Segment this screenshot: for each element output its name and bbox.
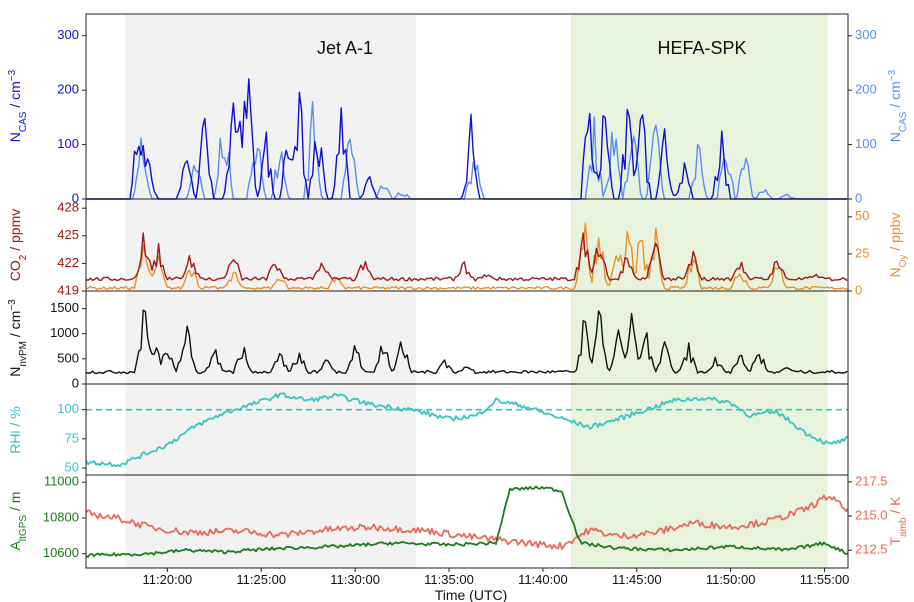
tick-label-co2-left: 422 <box>57 255 79 270</box>
x-tick-label: 11:45:00 <box>612 572 662 587</box>
x-tick-label: 11:25:00 <box>236 572 286 587</box>
ylabel-nnvpm: NnvPM / cm−3 <box>7 299 29 377</box>
tick-label-ncas-left: 200 <box>57 82 79 97</box>
ylabel-rhi: RHi / % <box>7 406 23 453</box>
tick-label-co2-left: 425 <box>57 227 79 242</box>
ylabel-ncas-left: NCAS / cm−3 <box>7 69 29 142</box>
temperature-series <box>85 494 849 550</box>
ylabel-co2: CO2 / ppmv <box>7 209 29 281</box>
tick-label-noy-right: 25 <box>855 245 869 260</box>
tick-label-temp-right: 212.5 <box>855 542 888 557</box>
ylabel-temp: Tamb / K <box>887 496 909 546</box>
ncas-dark-series <box>86 78 848 200</box>
rhi-series <box>85 392 849 468</box>
x-tick-label: 11:35:00 <box>424 572 474 587</box>
noy-series <box>85 222 848 291</box>
x-axis-label: Time (UTC) <box>435 587 508 602</box>
x-tick-label: 11:40:00 <box>518 572 568 587</box>
tick-label-alt-left: 10800 <box>43 509 79 524</box>
tick-label-co2-left: 428 <box>57 200 79 215</box>
nnvpm-series <box>86 309 848 375</box>
tick-label-temp-right: 217.5 <box>855 473 888 488</box>
x-tick-label: 11:30:00 <box>330 572 380 587</box>
region-label-jet-a1: Jet A-1 <box>317 38 373 58</box>
ylabel-alt: AltGPS / m <box>7 492 29 551</box>
tick-label-co2-left: 419 <box>57 282 79 297</box>
ylabel-noy: NOy / ppbv <box>887 213 909 278</box>
co2-series <box>85 232 848 282</box>
tick-label-alt-left: 11000 <box>44 474 79 489</box>
tick-label-nnvpm-left: 1500 <box>50 300 79 315</box>
tick-label-rhi-left: 75 <box>65 430 79 445</box>
tick-label-temp-right: 215.0 <box>855 507 888 522</box>
tick-label-ncas-right: 0 <box>855 190 862 205</box>
x-tick-label: 11:50:00 <box>706 572 756 587</box>
tick-label-nnvpm-left: 0 <box>72 375 79 390</box>
tick-label-noy-right: 0 <box>855 282 862 297</box>
tick-label-ncas-left: 0 <box>72 190 79 205</box>
tick-label-ncas-right: 200 <box>855 82 877 97</box>
tick-label-ncas-right: 100 <box>855 136 877 151</box>
tick-label-nnvpm-left: 500 <box>57 350 79 365</box>
altitude-series <box>85 485 849 558</box>
tick-label-nnvpm-left: 1000 <box>50 325 79 340</box>
x-tick-label: 11:20:00 <box>143 572 193 587</box>
tick-label-ncas-right: 300 <box>855 27 877 42</box>
tick-label-ncas-left: 100 <box>57 136 79 151</box>
tick-label-rhi-left: 50 <box>65 459 79 474</box>
series-layer <box>85 78 849 558</box>
x-tick-label: 11:55:00 <box>800 572 850 587</box>
axes-layer: 0100200300010020030041942242542802550050… <box>7 13 909 587</box>
tick-label-rhi-left: 100 <box>57 401 79 416</box>
panel-frame-alt-temp <box>85 474 849 569</box>
tick-label-noy-right: 50 <box>855 208 869 223</box>
region-label-hefa-spk: HEFA-SPK <box>657 38 746 58</box>
tick-label-alt-left: 10600 <box>43 545 79 560</box>
tick-label-ncas-left: 300 <box>57 27 79 42</box>
ylabel-ncas-right: NCAS / cm−3 <box>887 69 909 142</box>
